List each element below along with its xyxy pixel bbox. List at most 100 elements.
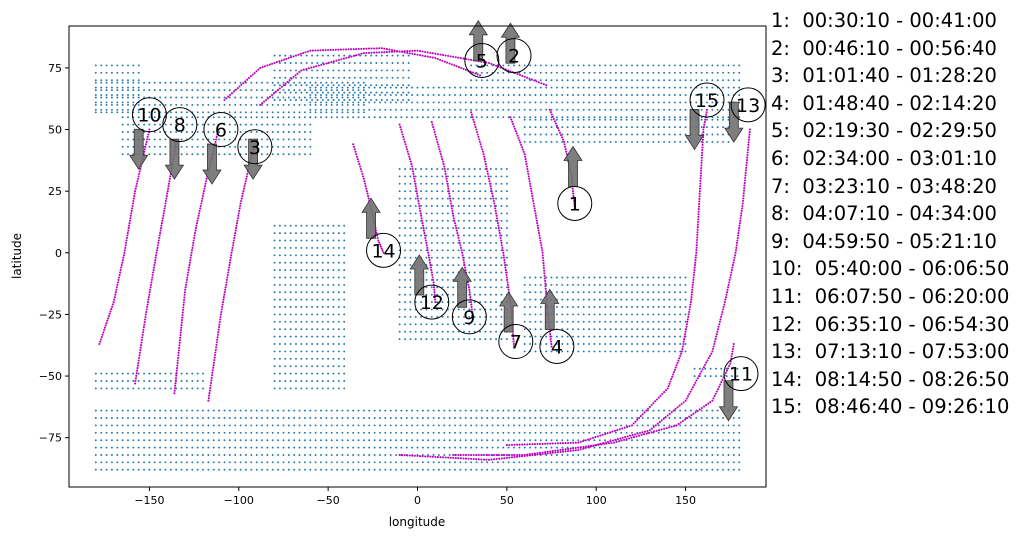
track-number: 10 [137,105,161,127]
track-label-5: 5 [464,43,500,79]
arrow-up-icon [409,254,430,296]
land-region-5 [523,118,730,143]
y-tick-label: −25 [39,308,62,321]
track-label-9: 9 [451,299,487,335]
legend-item: 8: 04:07:10 - 04:34:00 [771,202,997,226]
track-number: 13 [736,95,760,117]
track-number: 4 [551,336,563,358]
legend-item: 1: 00:30:10 - 00:41:00 [771,9,997,32]
arrow-down-icon [164,138,185,180]
track-number: 8 [174,115,186,137]
y-tick-label: 50 [48,124,62,137]
legend-item: 3: 01:01:40 - 01:28:20 [771,64,997,88]
arrow-up-icon [500,22,521,64]
legend-item: 7: 03:23:10 - 03:48:20 [771,174,997,198]
arrow-down-icon [724,101,744,143]
track-number: 2 [508,46,520,68]
legend-item: 4: 01:48:40 - 02:14:20 [771,91,997,115]
track-number: 1 [569,193,581,215]
y-tick-label: 75 [48,62,62,75]
track-number: 5 [476,51,488,73]
y-tick-label: −75 [39,432,62,445]
track-label-10: 10 [131,97,167,133]
arrow-down-icon [202,143,222,185]
track-12 [398,123,437,304]
y-axis-label: latitude [10,233,24,279]
track-3 [207,148,255,402]
y-tick-label: −50 [39,370,62,383]
track-number: 9 [463,307,475,329]
track-label-15: 15 [689,82,725,118]
land-region-0 [94,64,140,111]
y-tick-label: 25 [48,185,62,198]
land-region-7 [273,224,346,390]
legend-item: 10: 05:40:00 - 06:06:50 [771,257,1010,281]
arrow-up-icon [563,145,583,187]
x-tick-label: −150 [134,494,164,507]
arrow-down-icon [684,109,705,151]
track-label-14: 14 [366,232,402,268]
arrow-up-icon [498,291,519,333]
x-tick-label: −100 [224,494,254,507]
track-label-2: 2 [496,38,532,74]
x-tick-label: 0 [414,494,421,507]
track-number: 6 [215,120,227,142]
arrow-up-icon [361,197,381,239]
track-label-11: 11 [723,356,759,392]
legend-item: 6: 02:34:00 - 03:01:10 [771,146,997,170]
track-9 [430,121,474,318]
track-number: 3 [249,137,261,159]
track-label-4: 4 [539,328,575,364]
track-label-13: 13 [730,87,766,123]
track-15 [505,108,709,447]
x-tick-label: −50 [317,494,340,507]
x-tick-label: 100 [586,494,607,507]
land-region-3 [309,86,473,119]
land-region-6 [273,54,410,101]
track-5 [223,47,482,102]
land-region-1 [94,81,365,114]
legend-item: 11: 06:07:50 - 06:20:00 [771,284,1010,308]
x-axis-label: longitude [389,515,446,529]
arrow-up-icon [540,288,560,330]
track-label-12: 12 [414,284,450,320]
track-13 [398,128,751,461]
legend-item: 14: 08:14:50 - 08:26:50 [771,367,1010,391]
arrow-down-icon [243,138,263,180]
y-axis: −75 −50 −25 0 25 50 75 [39,62,69,445]
legend-item: 9: 04:59:50 - 05:21:10 [771,229,997,253]
land-region-12 [693,367,739,378]
track-number: 15 [695,90,719,112]
legend-item: 12: 06:35:10 - 06:54:30 [771,312,1010,336]
land-region-10 [94,409,741,471]
legend-item: 5: 02:19:30 - 02:29:50 [771,119,997,143]
land-region-11 [94,372,204,390]
track-number: 14 [371,240,395,262]
track-number: 12 [420,292,444,314]
land-region-9 [523,276,687,353]
track-label-1: 1 [557,185,593,221]
track-label-7: 7 [498,324,534,360]
legend: 1: 00:30:10 - 00:41:00 2: 00:46:10 - 00:5… [771,7,1009,421]
x-tick-label: 50 [500,494,514,507]
land-points [94,54,741,471]
track-label-6: 6 [203,112,239,148]
track-label-3: 3 [237,129,273,165]
arrow-up-icon [452,266,472,308]
track-number: 7 [510,332,522,354]
legend-item: 15: 08:46:40 - 09:26:10 [771,395,1010,419]
arrow-layer [128,20,744,422]
x-tick-label: 150 [675,494,696,507]
track-11 [452,342,735,457]
track-8 [134,140,178,385]
arrow-up-icon [468,20,488,62]
legend-item: 2: 00:46:10 - 00:56:40 [771,36,997,60]
y-tick-label: 0 [55,247,62,260]
track-number: 11 [729,364,753,386]
legend-item: 13: 07:13:10 - 07:53:00 [771,340,1010,364]
arrow-down-icon [128,128,149,171]
arrow-down-icon [718,380,739,422]
track-2 [259,49,548,106]
